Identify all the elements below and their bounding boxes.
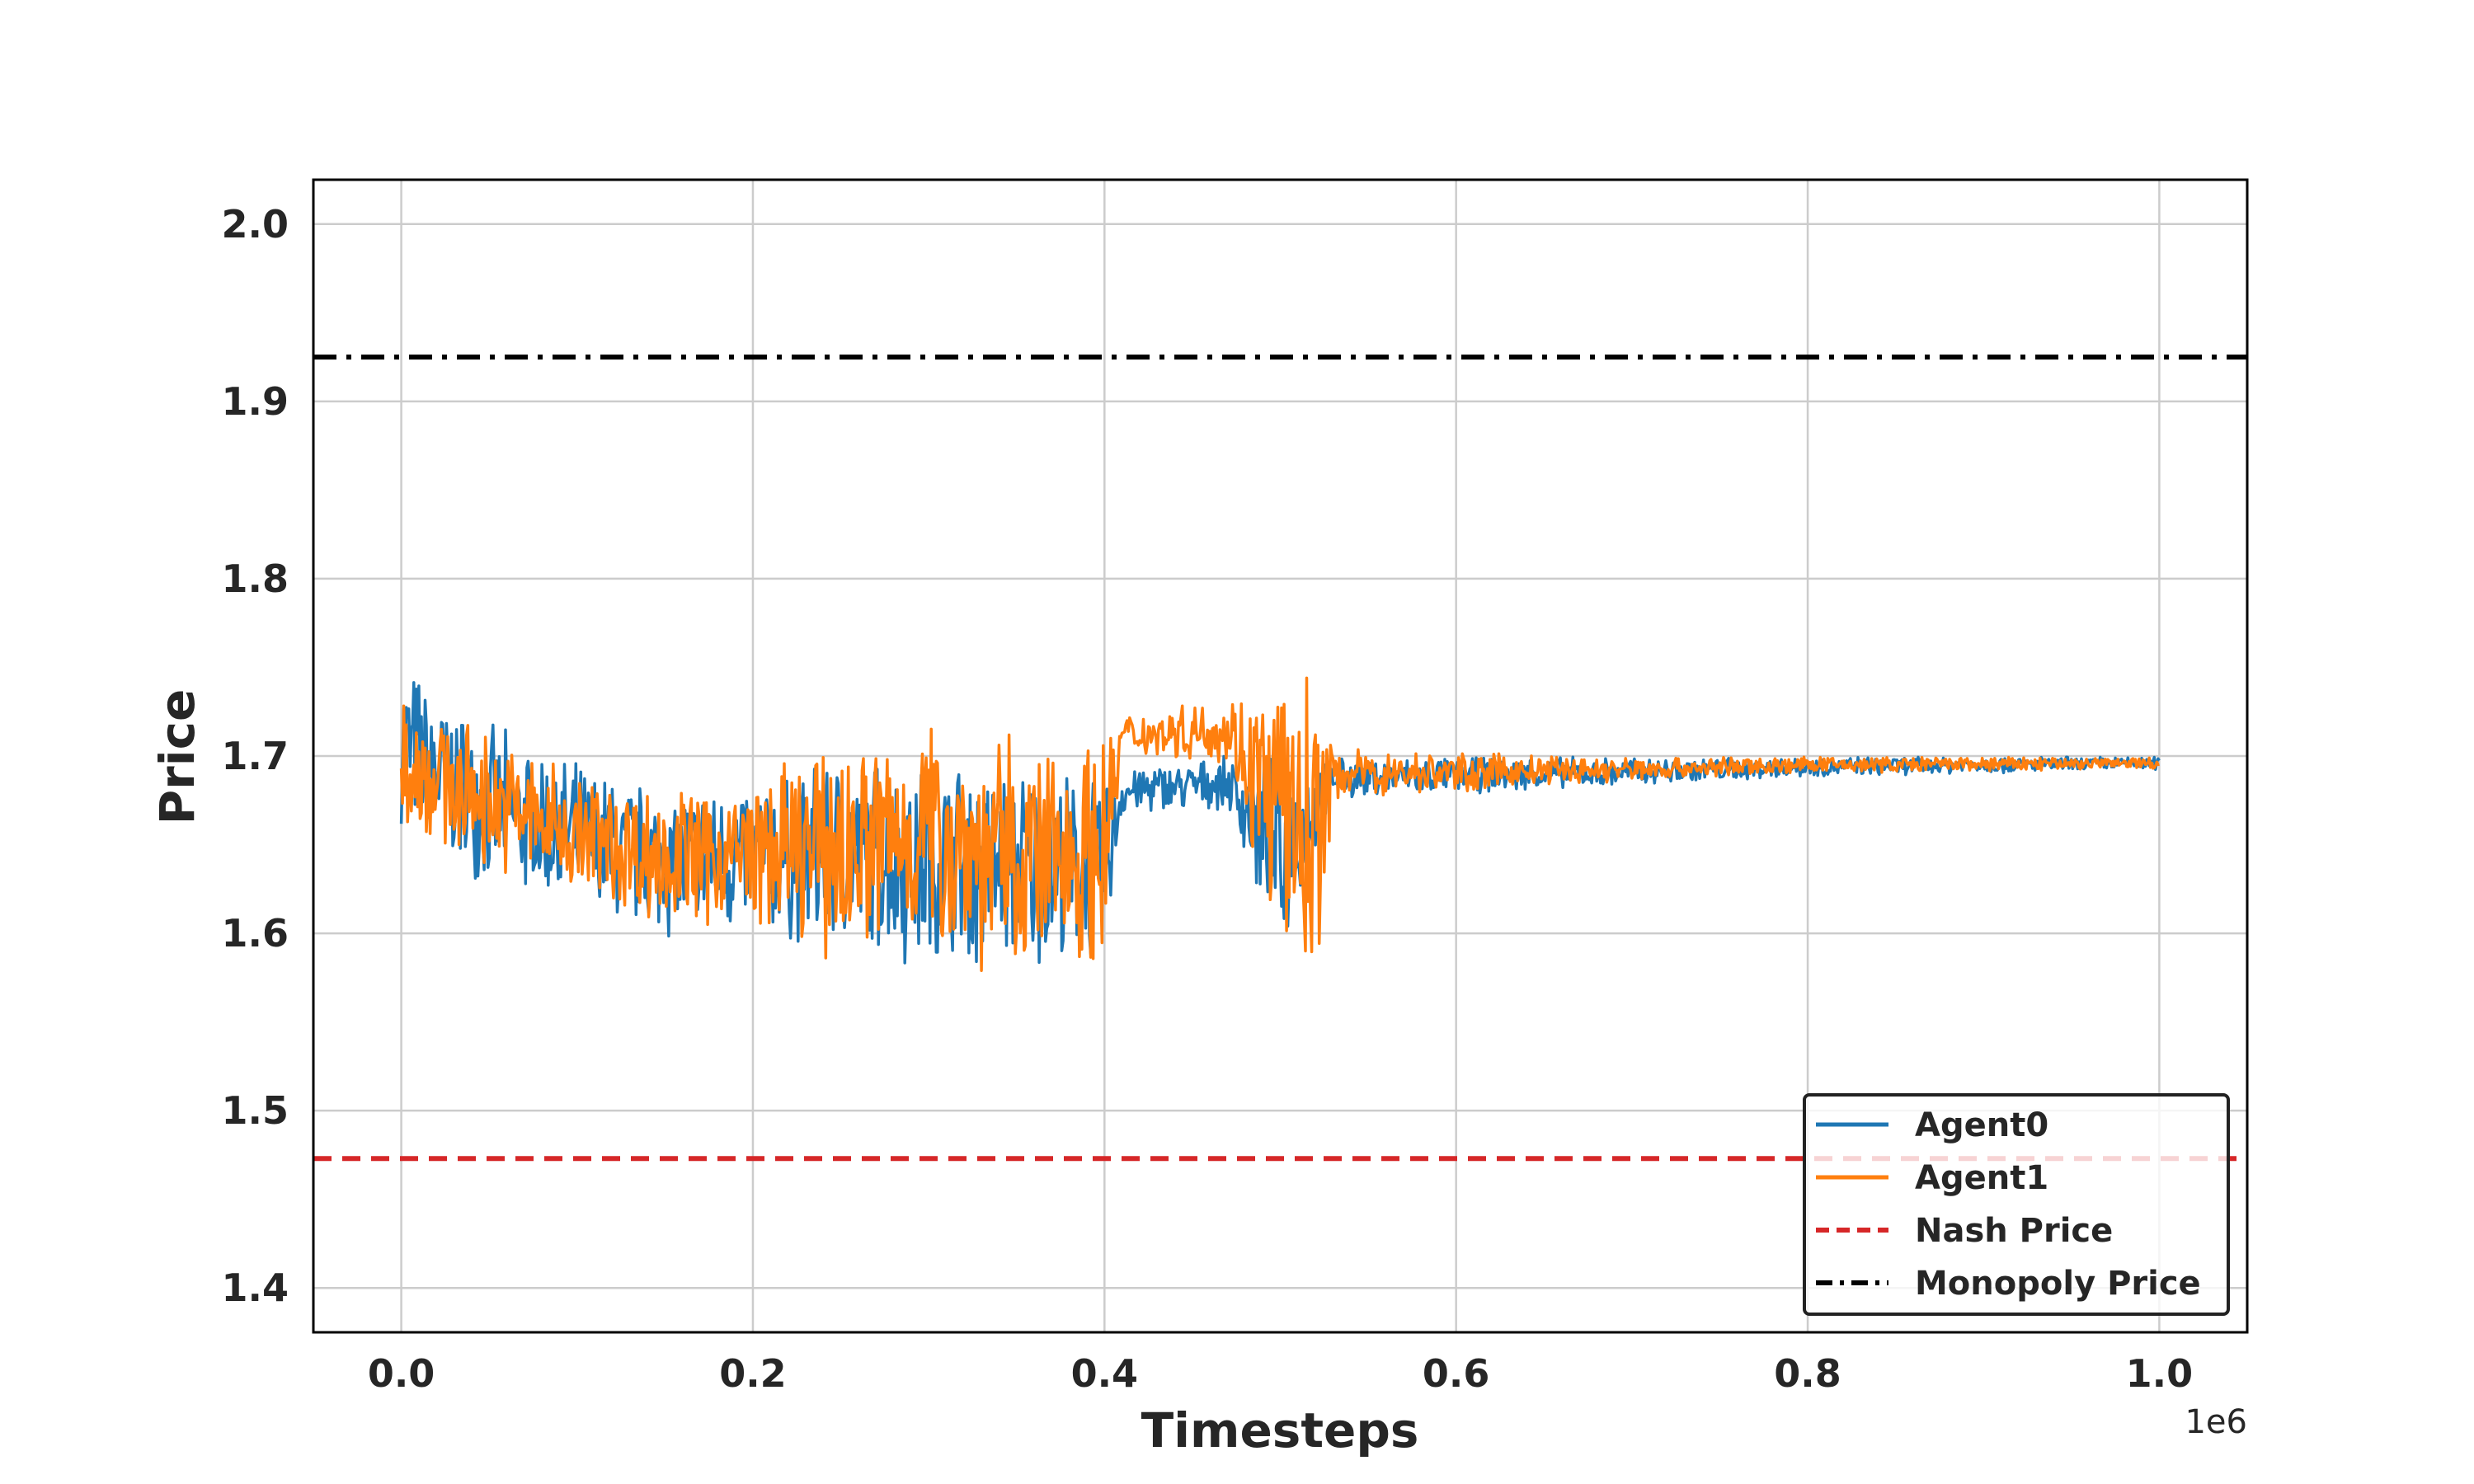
y-axis-label: Price (149, 689, 205, 825)
x-tick-labels: 0.0 0.2 0.4 0.6 0.8 1.0 (368, 1351, 2193, 1396)
x-tick-label: 0.0 (368, 1351, 435, 1396)
y-tick-label: 1.5 (222, 1088, 289, 1133)
x-tick-label: 0.8 (1774, 1351, 1841, 1396)
plot-frame (312, 178, 2249, 1334)
legend-label: Agent0 (1915, 1106, 2048, 1144)
x-offset-label: 1e6 (2185, 1403, 2247, 1441)
x-tick-label: 0.2 (719, 1351, 787, 1396)
x-axis-label: Timesteps (1141, 1402, 1419, 1458)
plot-lines (313, 355, 2247, 1162)
legend-label: Nash Price (1915, 1212, 2113, 1250)
y-tick-label: 1.4 (222, 1266, 289, 1310)
x-tick-label: 0.6 (1423, 1351, 1490, 1396)
y-tick-label: 2.0 (222, 202, 289, 247)
x-tick-label: 1.0 (2126, 1351, 2194, 1396)
grid-lines (313, 180, 2247, 1332)
y-tick-label: 1.7 (222, 734, 289, 778)
y-tick-label: 1.8 (222, 556, 289, 601)
y-tick-label: 1.9 (222, 379, 289, 424)
y-tick-label: 1.6 (222, 911, 289, 956)
legend: Agent0 Agent1 Nash Price Monopoly Price (1803, 1093, 2230, 1316)
legend-label: Monopoly Price (1915, 1265, 2201, 1303)
y-tick-labels: 1.4 1.5 1.6 1.7 1.8 1.9 2.0 (222, 202, 289, 1310)
series-line-agent1 (399, 676, 2160, 972)
legend-label: Agent1 (1915, 1159, 2048, 1197)
legend-box (1803, 1093, 2230, 1316)
x-tick-label: 0.4 (1071, 1351, 1139, 1396)
